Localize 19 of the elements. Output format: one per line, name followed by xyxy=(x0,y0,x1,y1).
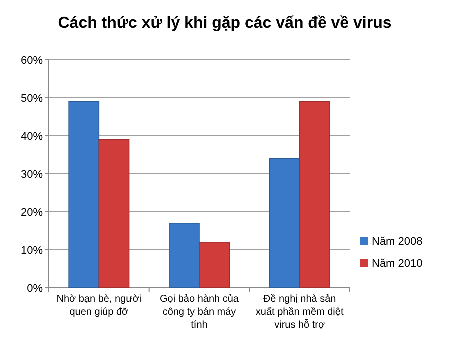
bar xyxy=(98,139,130,288)
bar xyxy=(199,242,230,288)
bar xyxy=(299,101,330,288)
y-tick-label: 30% xyxy=(20,168,44,181)
y-tick-label: 20% xyxy=(20,206,44,219)
y-tick-label: 40% xyxy=(20,130,44,143)
legend-label: Năm 2008 xyxy=(372,236,423,248)
bar xyxy=(269,158,300,288)
x-tick-label: Gọi bảo hành của công ty bán máy tính xyxy=(160,294,240,331)
x-tick-label: Nhờ bạn bè, người quen giúp đỡ xyxy=(56,294,142,318)
y-tick-label: 50% xyxy=(20,92,44,105)
y-tick-label: 60% xyxy=(20,54,44,67)
y-tick-label: 10% xyxy=(20,244,44,257)
y-tick-label: 0% xyxy=(27,282,44,295)
bar xyxy=(68,101,100,288)
bar xyxy=(169,223,200,288)
legend-label: Năm 2010 xyxy=(372,258,423,270)
chart-title: Cách thức xử lý khi gặp các vấn đề về virus xyxy=(58,15,392,32)
x-tick-label: Đề nghị nhà sản xuất phần mềm diệt virus hỗ trợ xyxy=(256,294,344,331)
